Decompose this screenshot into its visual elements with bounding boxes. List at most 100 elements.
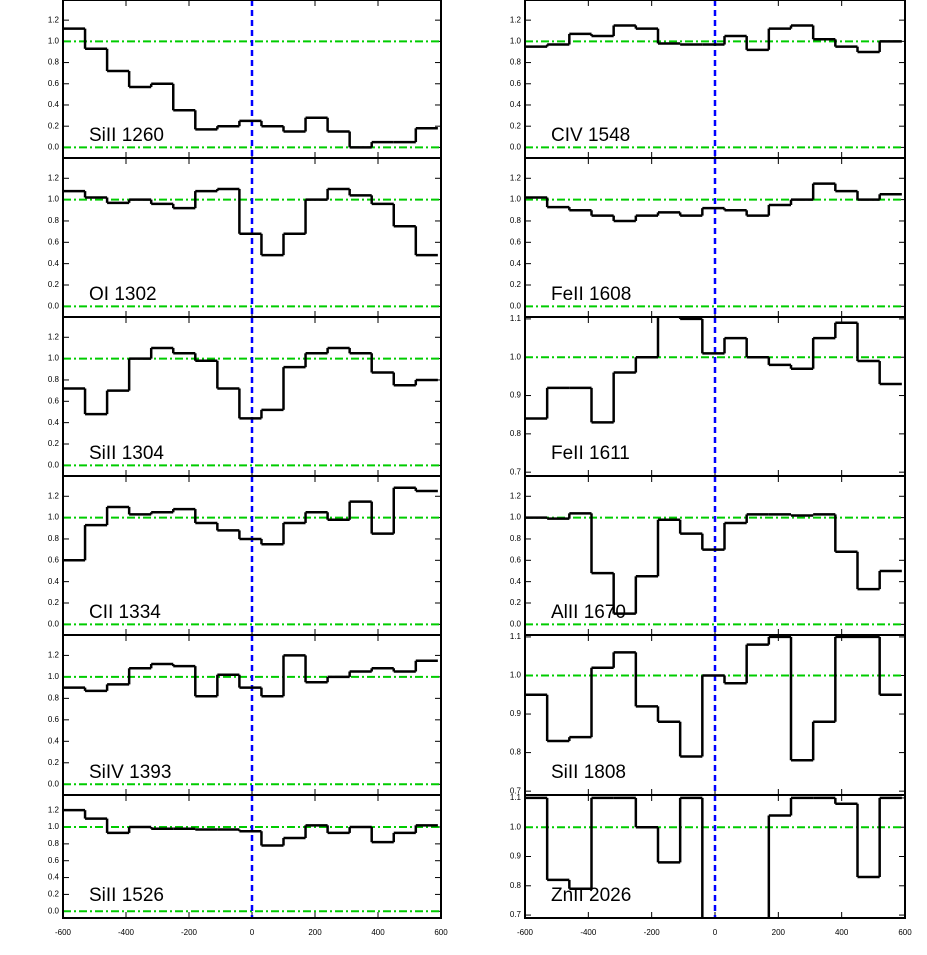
y-tick-label: 0.9 bbox=[510, 391, 522, 400]
y-tick-label: 0.0 bbox=[48, 301, 60, 310]
y-tick-label: 0.4 bbox=[510, 100, 522, 109]
line-label: SiIV 1393 bbox=[89, 762, 171, 783]
y-tick-label: 0.8 bbox=[510, 216, 522, 225]
y-tick-label: 0.2 bbox=[48, 890, 60, 899]
y-tick-label: 0.8 bbox=[510, 748, 522, 757]
y-tick-label: 0.0 bbox=[48, 619, 60, 628]
panel: 0.0 0.2 0.4 0.6 0.8 1.0 1.2 FeII 1608 bbox=[510, 157, 906, 318]
y-tick-label: 0.8 bbox=[48, 58, 60, 67]
y-tick-label: 0.0 bbox=[48, 906, 60, 915]
profile bbox=[63, 346, 438, 420]
profile bbox=[525, 24, 902, 54]
y-tick-label: 1.1 bbox=[510, 632, 522, 641]
panel: 0.0 0.2 0.4 0.6 0.8 1.0 1.2 -600 -400 -200 0 200 400… bbox=[48, 794, 448, 937]
y-tick-label: 1.0 bbox=[48, 354, 60, 363]
y-tick-label: 1.0 bbox=[48, 672, 60, 681]
profile bbox=[525, 635, 902, 762]
panel: 0.0 0.2 0.4 0.6 0.8 1.0 1.2 AlII 1670 bbox=[510, 475, 906, 636]
x-tick-label: -400 bbox=[118, 928, 135, 937]
panel: 0.0 0.2 0.4 0.6 0.8 1.0 1.2 SiIV 1393 bbox=[48, 634, 442, 796]
y-tick-label: 1.1 bbox=[510, 314, 522, 323]
x-tick-label: 200 bbox=[772, 928, 786, 937]
x-tick-label: 200 bbox=[308, 928, 322, 937]
y-tick-label: 0.8 bbox=[48, 375, 60, 384]
panel: 0.0 0.2 0.4 0.6 0.8 1.0 1.2 CIV 1548 bbox=[510, 0, 906, 159]
y-tick-label: 0.2 bbox=[48, 439, 60, 448]
profile bbox=[63, 27, 438, 149]
y-tick-label: 0.0 bbox=[510, 143, 522, 152]
line-label: FeII 1611 bbox=[551, 443, 630, 464]
y-tick-label: 0.6 bbox=[48, 396, 60, 405]
x-tick-label: -400 bbox=[580, 928, 597, 937]
y-tick-label: 1.2 bbox=[510, 15, 522, 24]
y-tick-label: 0.9 bbox=[510, 852, 522, 861]
profile bbox=[525, 317, 902, 424]
line-label: SiII 1260 bbox=[89, 125, 164, 146]
y-tick-label: 1.0 bbox=[510, 513, 522, 522]
y-tick-label: 0.6 bbox=[48, 79, 60, 88]
y-tick-label: 1.2 bbox=[48, 15, 60, 24]
y-tick-label: 1.0 bbox=[48, 822, 60, 831]
y-tick-label: 0.8 bbox=[48, 693, 60, 702]
y-tick-label: 0.2 bbox=[510, 121, 522, 130]
y-tick-label: 1.0 bbox=[510, 36, 522, 45]
x-tick-label: 600 bbox=[898, 928, 912, 937]
y-tick-label: 1.0 bbox=[48, 36, 60, 45]
panel: 0.0 0.2 0.4 0.6 0.8 1.0 1.2 SiII 1304 bbox=[48, 316, 442, 477]
y-tick-label: 0.8 bbox=[510, 534, 522, 543]
line-label: SiII 1526 bbox=[89, 885, 164, 906]
profile bbox=[63, 486, 438, 562]
y-tick-label: 0.4 bbox=[48, 418, 60, 427]
y-tick-label: 0.2 bbox=[48, 280, 60, 289]
y-tick-label: 1.2 bbox=[48, 332, 60, 341]
profile bbox=[63, 654, 438, 698]
y-tick-label: 0.2 bbox=[48, 121, 60, 130]
y-tick-label: 0.2 bbox=[48, 758, 60, 767]
y-tick-label: 1.0 bbox=[510, 352, 522, 361]
y-tick-label: 1.2 bbox=[48, 805, 60, 814]
line-label: CII 1334 bbox=[89, 602, 161, 623]
y-tick-label: 0.8 bbox=[48, 534, 60, 543]
panel-frame bbox=[524, 794, 906, 919]
y-tick-label: 0.4 bbox=[510, 259, 522, 268]
line-label: SiII 1304 bbox=[89, 443, 164, 464]
y-tick-label: 0.8 bbox=[510, 429, 522, 438]
y-tick-label: 0.6 bbox=[510, 237, 522, 246]
y-tick-label: 0.6 bbox=[510, 555, 522, 564]
y-tick-label: 1.0 bbox=[510, 671, 522, 680]
x-tick-label: -600 bbox=[517, 928, 534, 937]
profile bbox=[63, 187, 438, 257]
y-tick-label: 1.0 bbox=[48, 195, 60, 204]
y-tick-label: 1.0 bbox=[510, 822, 522, 831]
line-label: OI 1302 bbox=[89, 284, 157, 305]
y-tick-label: 0.4 bbox=[48, 873, 60, 882]
panel-frame bbox=[62, 794, 442, 919]
panel: 0.0 0.2 0.4 0.6 0.8 1.0 1.2 SiII 1260 bbox=[48, 0, 442, 159]
x-tick-label: 400 bbox=[835, 928, 849, 937]
y-tick-label: 1.1 bbox=[510, 793, 522, 802]
y-tick-label: 0.7 bbox=[510, 467, 522, 476]
y-tick-label: 0.0 bbox=[48, 143, 60, 152]
x-tick-label: 0 bbox=[250, 928, 255, 937]
y-tick-label: 0.4 bbox=[48, 736, 60, 745]
y-tick-label: 0.2 bbox=[510, 598, 522, 607]
y-tick-label: 0.6 bbox=[48, 555, 60, 564]
x-tick-label: -200 bbox=[644, 928, 661, 937]
y-tick-label: 0.4 bbox=[510, 577, 522, 586]
y-tick-label: 0.0 bbox=[48, 779, 60, 788]
panel: 0.7 0.8 0.9 1.0 1.1 -600 -400 -200 0 200 400 600 ZnI… bbox=[510, 793, 912, 937]
y-tick-label: 0.8 bbox=[510, 58, 522, 67]
y-tick-label: 0.6 bbox=[48, 715, 60, 724]
line-label: CIV 1548 bbox=[551, 125, 630, 146]
y-tick-label: 0.4 bbox=[48, 100, 60, 109]
y-tick-label: 1.0 bbox=[48, 513, 60, 522]
y-tick-label: 0.8 bbox=[510, 881, 522, 890]
y-tick-label: 0.8 bbox=[48, 216, 60, 225]
line-label: FeII 1608 bbox=[551, 284, 631, 305]
y-tick-label: 0.7 bbox=[510, 786, 522, 795]
y-tick-label: 1.0 bbox=[510, 195, 522, 204]
x-tick-label: 600 bbox=[434, 928, 448, 937]
y-tick-label: 0.7 bbox=[510, 910, 522, 919]
panel: 0.0 0.2 0.4 0.6 0.8 1.0 1.2 OI 1302 bbox=[48, 157, 442, 318]
panel: 0.7 0.8 0.9 1.0 1.1 SiII 1808 bbox=[510, 632, 906, 796]
